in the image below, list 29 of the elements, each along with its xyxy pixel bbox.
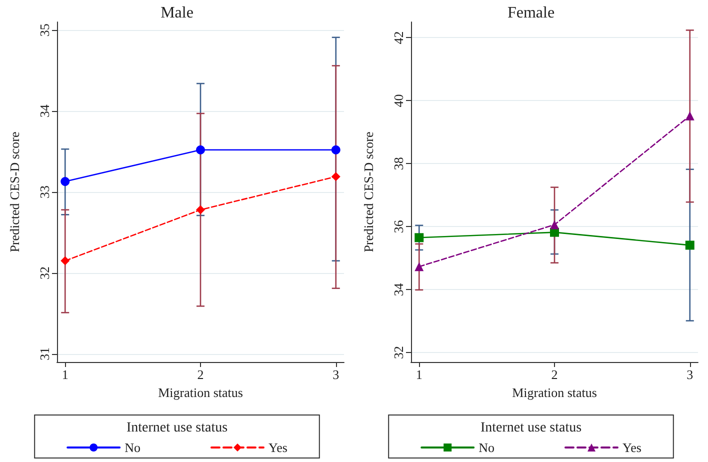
- legend-label: Yes: [268, 440, 288, 455]
- legend-title: Internet use status: [480, 420, 582, 436]
- y-tick-label: 40: [391, 94, 406, 108]
- chart-title: Male: [160, 4, 194, 22]
- x-tick-label: 2: [551, 367, 558, 382]
- y-tick-label: 34: [37, 104, 52, 118]
- x-tick-label: 2: [197, 367, 204, 382]
- x-axis-title: Migration status: [512, 384, 597, 400]
- x-tick-label: 3: [686, 367, 694, 382]
- y-tick-label: 35: [37, 24, 52, 37]
- x-tick-label: 3: [332, 367, 340, 382]
- y-tick-label: 32: [391, 346, 406, 360]
- legend-label: Yes: [622, 440, 642, 455]
- x-tick-label: 1: [416, 367, 422, 382]
- y-axis-title: Predicted CES-D score: [361, 131, 376, 252]
- legend-title: Internet use status: [126, 420, 228, 436]
- y-tick-label: 32: [37, 266, 52, 280]
- y-tick-label: 31: [37, 347, 52, 360]
- x-axis-title: Migration status: [158, 384, 243, 400]
- legend-label: No: [124, 440, 140, 455]
- x-tick-label: 1: [62, 367, 68, 382]
- chart-title: Female: [507, 4, 555, 22]
- legend-label: No: [478, 440, 494, 455]
- y-axis-title: Predicted CES-D score: [7, 131, 22, 252]
- y-tick-label: 34: [391, 282, 406, 296]
- y-tick-label: 38: [391, 157, 406, 170]
- y-tick-label: 36: [391, 220, 406, 234]
- y-tick-label: 42: [391, 31, 406, 44]
- y-tick-label: 33: [37, 186, 52, 198]
